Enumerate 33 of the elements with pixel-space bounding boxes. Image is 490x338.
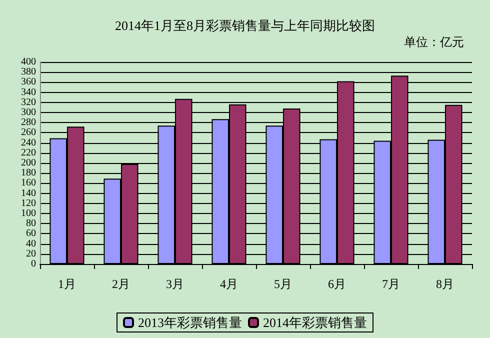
legend-label: 2014年彩票销售量 [263,315,367,330]
chart-title: 2014年1月至8月彩票销售量与上年同期比较图 [115,18,375,33]
y-tick-label: 80 [26,218,36,230]
y-tick-label: 0 [31,258,36,270]
y-tick-label: 260 [21,127,36,138]
y-tick-label: 220 [21,147,36,158]
y-tick-label: 40 [26,238,36,250]
y-tick-label: 360 [21,76,36,88]
y-tick-label: 20 [26,248,36,260]
x-tick-label: 2月 [112,277,130,291]
legend-label: 2013年彩票销售量 [138,315,242,330]
y-tick-label: 400 [21,56,36,68]
y-tick-label: 380 [21,66,36,78]
y-tick-label: 340 [21,86,36,98]
x-tick-label: 3月 [166,277,184,291]
y-tick-label: 320 [21,96,36,108]
y-tick-label: 240 [21,137,36,148]
y-tick-label: 60 [26,228,36,240]
y-tick-label: 100 [21,208,36,219]
y-tick-label: 280 [21,117,36,128]
y-tick-label: 180 [21,168,36,179]
y-tick-label: 140 [21,188,36,199]
y-tick-label: 200 [21,158,36,168]
x-tick-label: 8月 [436,277,454,291]
text: 单位：亿元 [404,35,464,49]
x-tick-label: 7月 [382,277,400,291]
y-tick-label: 160 [21,178,36,189]
y-tick-label: 300 [21,107,36,118]
x-tick-label: 5月 [274,277,292,291]
x-tick-label: 6月 [328,277,346,291]
x-tick-label: 1月 [58,277,76,291]
y-tick-label: 120 [21,198,36,209]
x-tick-label: 4月 [220,277,238,291]
